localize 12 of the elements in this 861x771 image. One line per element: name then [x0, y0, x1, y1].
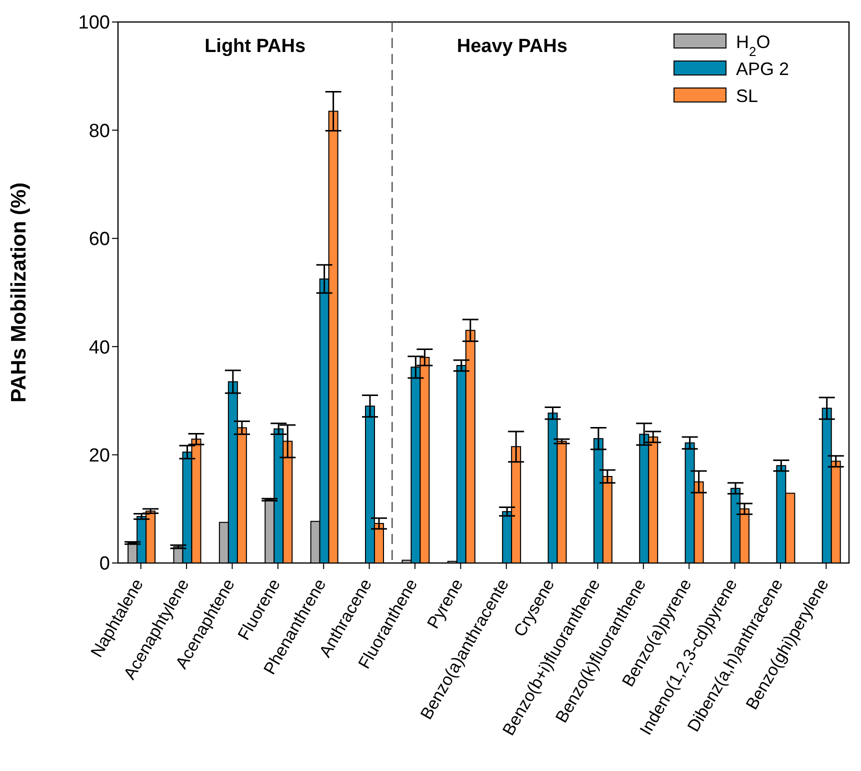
legend-label: APG 2 [736, 59, 790, 79]
annotation: Heavy PAHs [456, 36, 568, 57]
annotation: Light PAHs [204, 36, 306, 57]
y-tick-label: 0 [99, 554, 110, 575]
y-tick-label: 40 [88, 337, 110, 358]
y-tick-label: 20 [88, 446, 110, 467]
legend-label: H$_{2}$O [736, 32, 770, 58]
legend-label: SL [736, 86, 758, 106]
y-tick-label: 60 [88, 229, 110, 250]
y-tick-label: 80 [88, 120, 110, 142]
y-axis-title: PAHs Mobilization (%) [7, 182, 30, 403]
y-tick-label: 100 [78, 12, 110, 34]
